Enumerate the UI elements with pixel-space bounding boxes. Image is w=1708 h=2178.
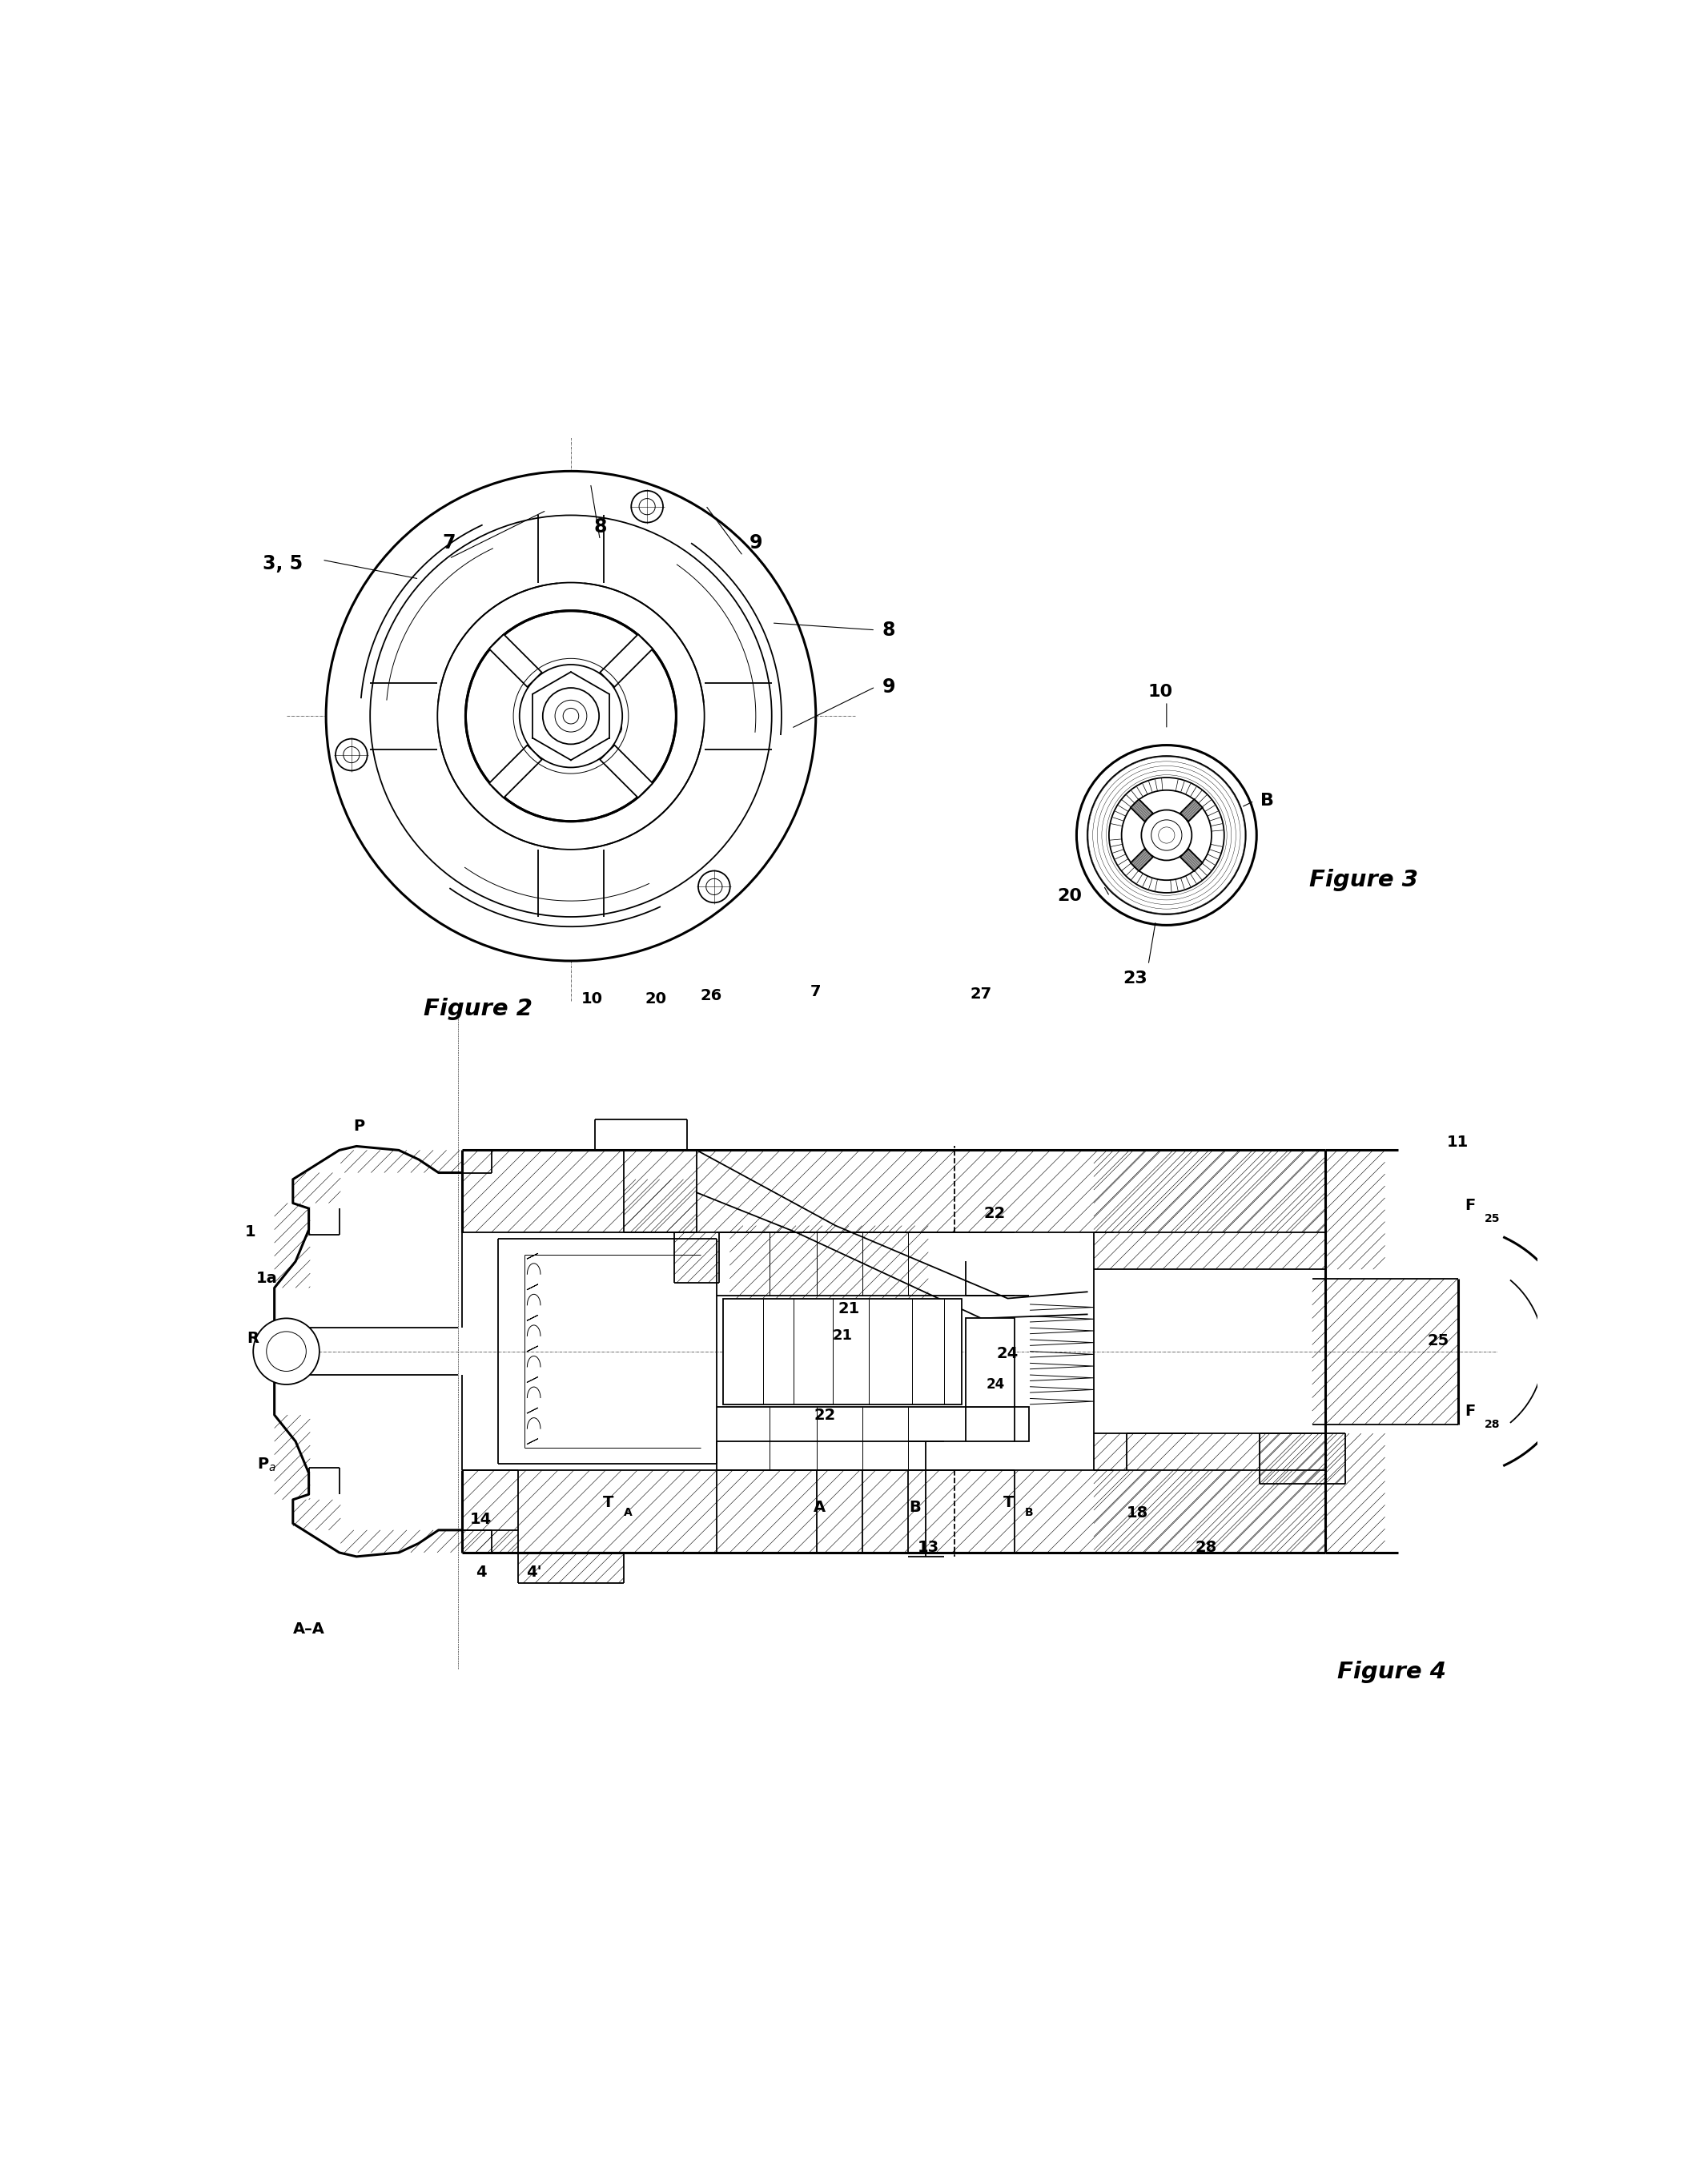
- Circle shape: [1158, 828, 1175, 843]
- Text: T: T: [603, 1494, 613, 1509]
- Text: 22: 22: [815, 1407, 835, 1422]
- Text: 28: 28: [1196, 1540, 1218, 1555]
- Text: 8: 8: [593, 516, 606, 536]
- Text: 26: 26: [700, 987, 722, 1002]
- Text: 13: 13: [917, 1540, 939, 1555]
- Text: B: B: [909, 1501, 921, 1516]
- Circle shape: [1122, 791, 1211, 880]
- Circle shape: [1141, 810, 1192, 860]
- Circle shape: [1076, 745, 1257, 926]
- Text: Figure 4: Figure 4: [1337, 1660, 1447, 1684]
- Text: 23: 23: [1122, 969, 1148, 987]
- Text: B: B: [1025, 1507, 1033, 1518]
- Text: 28: 28: [1484, 1418, 1500, 1429]
- Text: 1a: 1a: [256, 1272, 277, 1287]
- Text: Figure 2: Figure 2: [424, 998, 533, 1019]
- Circle shape: [326, 470, 816, 960]
- Text: 18: 18: [1127, 1505, 1148, 1520]
- Circle shape: [564, 708, 579, 723]
- Circle shape: [632, 490, 663, 523]
- Circle shape: [555, 699, 588, 732]
- Text: F: F: [1464, 1198, 1476, 1213]
- Text: 10: 10: [1148, 684, 1172, 699]
- Circle shape: [466, 610, 676, 821]
- Polygon shape: [600, 634, 652, 686]
- Polygon shape: [1180, 849, 1202, 871]
- Text: 22: 22: [984, 1207, 1006, 1222]
- Text: 1: 1: [246, 1224, 256, 1239]
- Text: 4: 4: [475, 1564, 487, 1579]
- Text: 25: 25: [1484, 1213, 1500, 1224]
- Text: P: P: [354, 1119, 366, 1135]
- Circle shape: [639, 499, 656, 514]
- Text: 10: 10: [581, 991, 603, 1006]
- Text: 11: 11: [1447, 1135, 1469, 1150]
- Polygon shape: [600, 745, 652, 797]
- Text: P$_a$: P$_a$: [256, 1457, 277, 1475]
- Text: 20: 20: [646, 991, 666, 1006]
- Text: 3, 5: 3, 5: [263, 553, 302, 573]
- Text: 9: 9: [750, 534, 763, 553]
- Circle shape: [437, 582, 704, 849]
- Circle shape: [543, 688, 600, 745]
- Circle shape: [705, 878, 722, 895]
- Text: 21: 21: [832, 1329, 852, 1342]
- Text: 24: 24: [987, 1376, 1004, 1392]
- Text: 25: 25: [1426, 1333, 1448, 1348]
- Text: 24: 24: [997, 1346, 1018, 1361]
- Circle shape: [253, 1318, 319, 1385]
- Text: A–A: A–A: [292, 1623, 325, 1638]
- Circle shape: [266, 1331, 306, 1372]
- Text: R: R: [248, 1331, 260, 1346]
- Circle shape: [608, 721, 622, 736]
- Text: B: B: [1261, 793, 1274, 808]
- Text: F: F: [1464, 1403, 1476, 1418]
- Bar: [722, 1298, 962, 1405]
- Polygon shape: [488, 745, 541, 797]
- Text: 21: 21: [839, 1302, 859, 1318]
- Circle shape: [343, 747, 359, 762]
- Text: 14: 14: [470, 1512, 492, 1527]
- Text: 8: 8: [881, 621, 895, 640]
- Polygon shape: [965, 1318, 1028, 1442]
- Text: Figure 3: Figure 3: [1310, 869, 1418, 891]
- Text: A: A: [813, 1501, 825, 1516]
- Text: 9: 9: [881, 677, 895, 697]
- Polygon shape: [1131, 849, 1153, 871]
- Text: 7: 7: [442, 534, 456, 553]
- Circle shape: [1108, 778, 1225, 893]
- Text: 27: 27: [970, 987, 992, 1002]
- Polygon shape: [1131, 799, 1153, 821]
- Text: A: A: [623, 1507, 632, 1518]
- Circle shape: [519, 664, 622, 767]
- Text: T: T: [1004, 1494, 1015, 1509]
- Circle shape: [335, 738, 367, 771]
- Polygon shape: [1180, 799, 1202, 821]
- Text: 4': 4': [526, 1564, 541, 1579]
- Circle shape: [699, 871, 729, 902]
- Text: 20: 20: [1057, 889, 1083, 904]
- Text: 7: 7: [810, 984, 822, 1000]
- Circle shape: [1151, 819, 1182, 849]
- Polygon shape: [488, 634, 541, 686]
